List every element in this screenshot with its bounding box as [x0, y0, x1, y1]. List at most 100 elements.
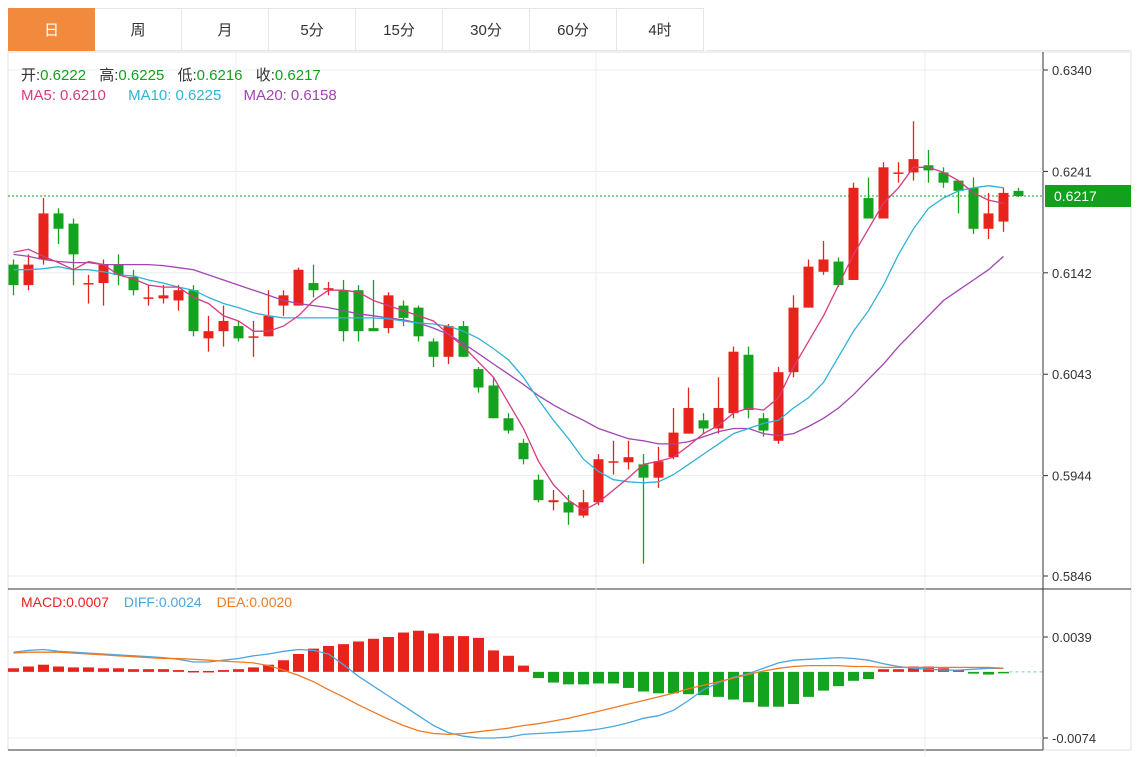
candle	[218, 305, 229, 347]
tab-15min[interactable]: 15分	[356, 8, 443, 51]
candle	[638, 454, 649, 564]
candle	[68, 218, 79, 286]
candle-body	[263, 315, 274, 337]
candle-body	[788, 307, 799, 373]
tab-30min[interactable]: 30分	[443, 8, 530, 51]
candle	[38, 198, 49, 265]
macd-bar	[38, 664, 49, 672]
candle	[473, 367, 484, 393]
candle-body	[668, 432, 679, 458]
macd-bar	[203, 670, 214, 673]
candle	[773, 367, 784, 444]
candle	[593, 454, 604, 506]
candle-body	[698, 420, 709, 429]
candle-body	[878, 167, 889, 219]
candle	[488, 377, 499, 419]
candle-body	[488, 385, 499, 419]
candle	[158, 285, 169, 304]
candle-body	[383, 295, 394, 329]
open-label: 开:	[21, 67, 41, 84]
tab-60min[interactable]: 60分	[530, 8, 617, 51]
candle-body	[518, 442, 529, 460]
candle	[908, 121, 919, 181]
candle-body	[653, 461, 664, 478]
macd-bar	[113, 668, 124, 672]
y-tick-label: 0.6241	[1052, 164, 1092, 179]
candle-body	[968, 187, 979, 229]
macd-bar	[743, 671, 754, 703]
candle	[23, 254, 34, 291]
ma10-label: MA10:	[128, 87, 172, 104]
candle	[53, 208, 64, 245]
candle	[518, 438, 529, 465]
candle-body	[203, 331, 214, 339]
candle	[548, 489, 559, 511]
macd-tick-label: 0.0039	[1052, 630, 1092, 645]
candle-body	[623, 457, 634, 463]
candle-body	[1013, 190, 1024, 196]
macd-bar	[143, 669, 154, 672]
candle	[698, 413, 709, 434]
macd-bar	[983, 671, 994, 675]
macd-bar	[428, 633, 439, 672]
candle-body	[533, 479, 544, 501]
ma5-label: MA5:	[21, 87, 57, 104]
candle	[863, 177, 874, 219]
macd-bar	[593, 671, 604, 684]
y-tick-label: 0.6142	[1052, 266, 1092, 281]
candle	[143, 285, 154, 306]
macd-tick-label: -0.0074	[1052, 731, 1096, 746]
macd-bar	[488, 650, 499, 672]
macd-bar	[458, 636, 469, 672]
tab-bar-filler	[707, 8, 1131, 51]
macd-bar	[173, 670, 184, 672]
tab-week[interactable]: 周	[95, 8, 182, 51]
tab-month[interactable]: 月	[182, 8, 269, 51]
macd-bar	[968, 671, 979, 674]
candle	[203, 315, 214, 352]
candle	[173, 285, 184, 311]
open-value: 0.6222	[40, 67, 87, 84]
tab-day[interactable]: 日	[8, 8, 95, 51]
macd-bar	[848, 671, 859, 681]
tab-4h[interactable]: 4时	[617, 8, 704, 51]
macd-bar	[338, 644, 349, 672]
macd-bar	[638, 671, 649, 692]
macd-bar	[398, 632, 409, 672]
macd-bar	[563, 671, 574, 685]
macd-bar	[668, 671, 679, 694]
candle-body	[863, 198, 874, 219]
diff-label: DIFF:	[123, 594, 159, 610]
candle-body	[68, 223, 79, 255]
candle	[968, 177, 979, 234]
macd-bar	[773, 671, 784, 707]
candle-body	[908, 159, 919, 173]
macd-bar	[803, 671, 814, 697]
macd-bar	[293, 653, 304, 672]
candle	[833, 257, 844, 288]
candle	[1013, 187, 1024, 198]
ma5-value: 0.6210	[60, 87, 106, 104]
macd-bar	[383, 637, 394, 672]
candle-body	[98, 264, 109, 284]
macd-bar	[83, 667, 94, 672]
macd-bar	[218, 670, 229, 672]
macd-bar	[98, 668, 109, 672]
macd-bar	[833, 671, 844, 687]
candle	[308, 264, 319, 298]
dea-line	[13, 651, 1004, 736]
candle-body	[473, 369, 484, 388]
macd-bar	[413, 630, 424, 672]
candle-body	[833, 261, 844, 286]
dea-label: DEA:	[216, 594, 250, 610]
macd-bar	[233, 669, 244, 672]
candle	[443, 324, 454, 364]
tab-5min[interactable]: 5分	[269, 8, 356, 51]
macd-bar	[878, 669, 889, 672]
candle-body	[143, 297, 154, 299]
macd-bar	[653, 671, 664, 694]
ma5-line	[13, 166, 1004, 512]
candle	[788, 295, 799, 378]
candle-body	[983, 213, 994, 229]
